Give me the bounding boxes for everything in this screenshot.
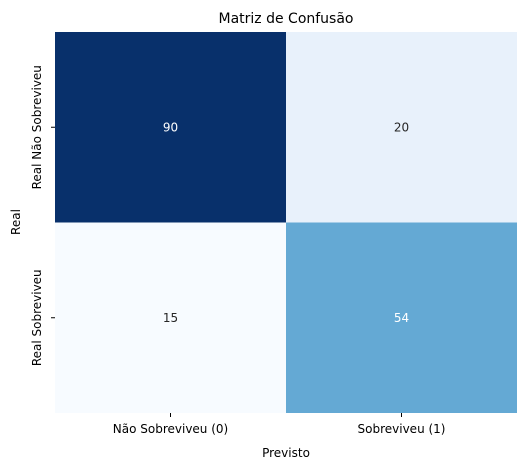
y-axis-label: Real [9, 209, 23, 235]
chart-title: Matriz de Confusão [219, 11, 354, 27]
x-axis-ticks: Não Sobreviveu (0) Sobreviveu (1) [113, 413, 446, 436]
heatmap-cell-0-0 [55, 32, 286, 223]
heatmap-cell-1-0 [55, 222, 286, 413]
cell-value-label-0-1: 20 [394, 120, 409, 134]
heatmap-cell-0-1 [286, 32, 517, 223]
cell-value-label-1-0: 15 [163, 311, 178, 325]
y-axis-ticks: Real Não Sobreviveu Real Sobreviveu [30, 65, 55, 366]
heatmap-cells: 90 20 15 54 [55, 32, 517, 413]
cell-value-label-0-0: 90 [163, 120, 178, 134]
y-tick-label-0: Real Não Sobreviveu [30, 65, 44, 189]
x-tick-label-0: Não Sobreviveu (0) [113, 422, 228, 436]
x-axis-label: Previsto [262, 446, 310, 460]
x-tick-label-1: Sobreviveu (1) [358, 422, 446, 436]
cell-value-label-1-1: 54 [394, 311, 409, 325]
y-tick-label-1: Real Sobreviveu [30, 269, 44, 366]
heatmap-cell-1-1 [286, 222, 517, 413]
